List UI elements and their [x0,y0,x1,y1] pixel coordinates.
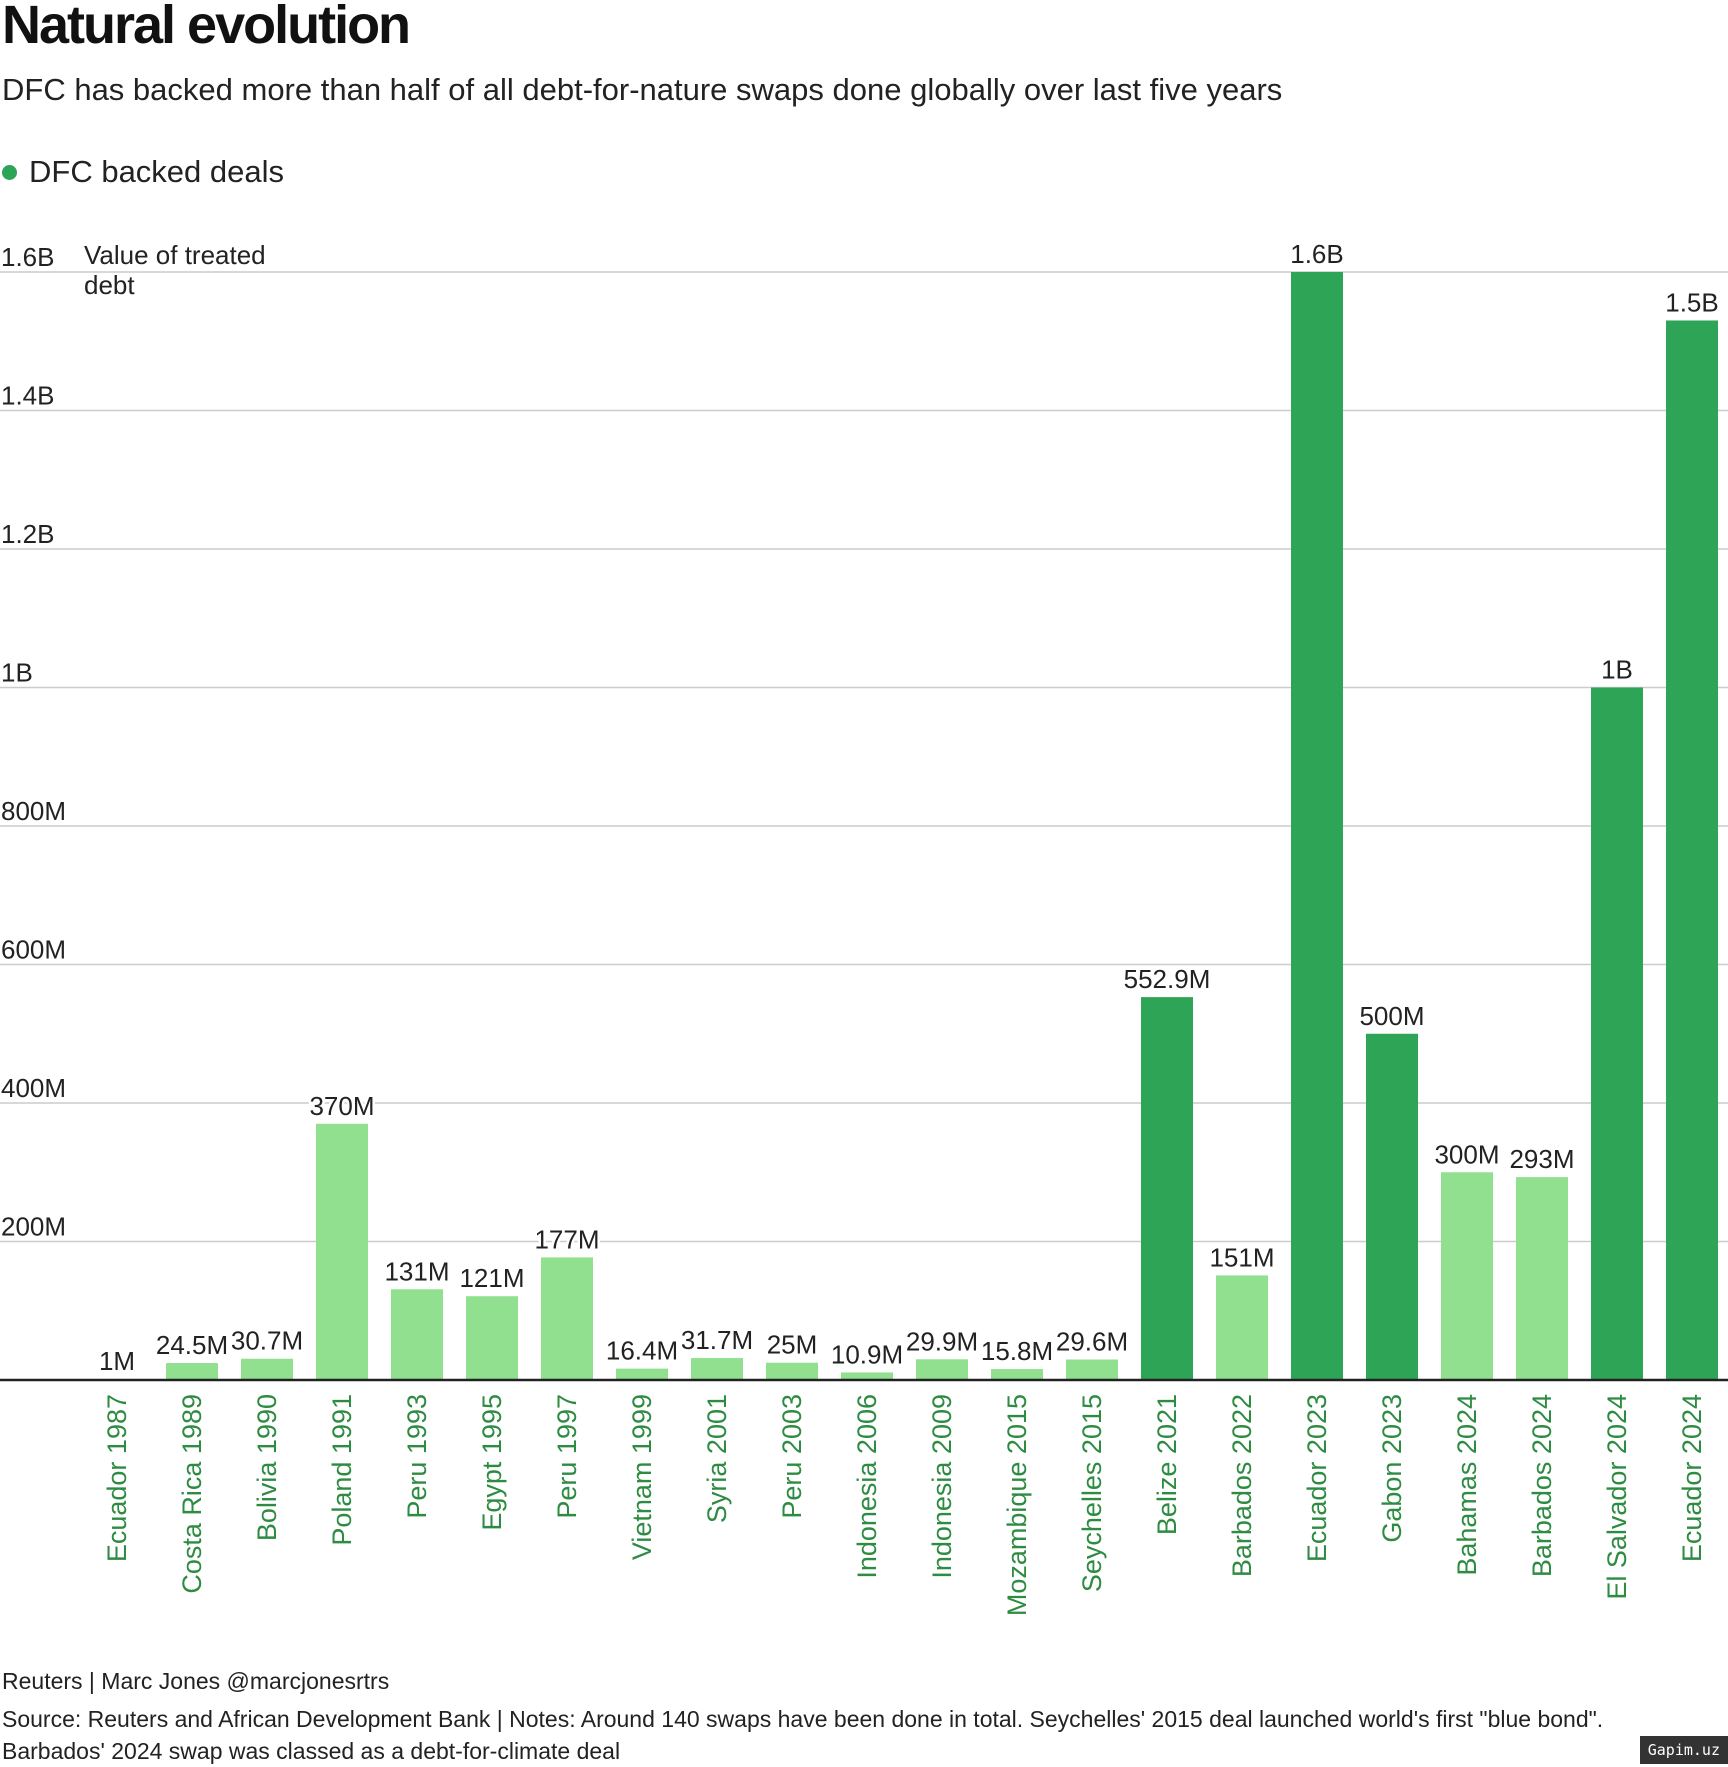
data-label: 177M [534,1224,599,1254]
y-tick-label: 1B [1,658,33,688]
x-tick-label: Vietnam 1999 [627,1394,657,1560]
x-tick-label: Seychelles 2015 [1077,1394,1107,1592]
bar [1141,997,1193,1380]
legend-label: DFC backed deals [29,154,285,189]
data-label: 10.9M [831,1339,903,1369]
source-line-2: Barbados' 2024 swap was classed as a deb… [2,1738,621,1764]
x-tick-label: El Salvador 2024 [1602,1394,1632,1600]
x-tick-label: Egypt 1995 [477,1394,507,1531]
source-note: Source: Reuters and African Development … [2,1703,1702,1767]
data-label: 1.6B [1290,239,1344,269]
x-tick-label: Ecuador 2024 [1677,1394,1707,1562]
x-tick-label: Bahamas 2024 [1452,1394,1482,1576]
bar [241,1358,293,1380]
source-line-1: Source: Reuters and African Development … [2,1706,1604,1732]
x-tick-label: Ecuador 1987 [102,1394,132,1562]
bar [316,1123,368,1380]
data-label: 121M [459,1263,524,1293]
bar [616,1368,668,1380]
legend: DFC backed deals [2,154,284,190]
bar [916,1359,968,1380]
bar [1441,1172,1493,1380]
x-tick-label: Barbados 2022 [1227,1394,1257,1577]
data-label: 31.7M [681,1325,753,1355]
x-tick-label: Poland 1991 [327,1394,357,1546]
y-tick-label: 1.4B [1,381,55,411]
bar [391,1289,443,1380]
x-tick-label: Peru 2003 [777,1394,807,1519]
bar [1216,1275,1268,1380]
bar [1066,1359,1118,1380]
x-tick-label: Peru 1997 [552,1394,582,1519]
data-label: 29.9M [906,1326,978,1356]
data-label: 151M [1209,1242,1274,1272]
bar [166,1363,218,1380]
data-label: 1.5B [1665,287,1719,317]
bar [1516,1177,1568,1380]
data-label: 552.9M [1124,964,1211,994]
x-tick-label: Mozambique 2015 [1002,1394,1032,1616]
bar [691,1358,743,1380]
x-tick-label: Bolivia 1990 [252,1394,282,1541]
y-tick-label: 200M [1,1212,66,1242]
bar [991,1369,1043,1380]
data-label: 131M [384,1256,449,1286]
y-axis-label: debt [84,270,135,300]
data-label: 25M [767,1330,818,1360]
x-tick-label: Peru 1993 [402,1394,432,1519]
y-tick-label: 1.6B [1,242,55,272]
x-tick-label: Belize 2021 [1152,1394,1182,1535]
x-tick-label: Gabon 2023 [1377,1394,1407,1543]
bar-chart: 200M 400M 600M 800M 1B 1.2B 1.4B 1.6B Value of t… [0,237,1728,1616]
chart-title: Natural evolution [2,0,411,55]
y-tick-label: 1.2B [1,519,55,549]
data-label: 1M [99,1346,135,1376]
data-label: 500M [1359,1001,1424,1031]
y-axis-label: Value of treated [84,240,266,270]
bar [466,1296,518,1380]
watermark: Gapim.uz [1639,1736,1728,1764]
data-label: 1B [1601,655,1633,685]
bar [1666,320,1718,1381]
bar [1291,272,1343,1380]
chart-subtitle: DFC has backed more than half of all deb… [2,72,1283,107]
credit-line: Reuters | Marc Jones @marcjonesrtrs [2,1668,390,1694]
data-label: 293M [1509,1144,1574,1174]
y-tick-label: 600M [1,935,66,965]
x-tick-label: Ecuador 2023 [1302,1394,1332,1562]
bar [766,1362,818,1380]
data-label: 24.5M [156,1330,228,1360]
bar [1366,1033,1418,1380]
data-label: 16.4M [606,1336,678,1366]
data-label: 30.7M [231,1326,303,1356]
bar [1591,687,1643,1380]
x-tick-label: Syria 2001 [702,1394,732,1523]
legend-dot-icon [2,164,17,180]
y-tick-label: 800M [1,796,66,826]
bar [541,1257,593,1380]
x-tick-label: Barbados 2024 [1527,1394,1557,1577]
y-tick-label: 400M [1,1073,66,1103]
data-label: 370M [309,1091,374,1121]
data-label: 15.8M [981,1336,1053,1366]
data-label: 29.6M [1056,1327,1128,1357]
bar [841,1372,893,1380]
x-tick-label: Indonesia 2006 [852,1394,882,1579]
x-tick-label: Costa Rica 1989 [177,1394,207,1594]
x-tick-label: Indonesia 2009 [927,1394,957,1579]
data-label: 300M [1434,1139,1499,1169]
